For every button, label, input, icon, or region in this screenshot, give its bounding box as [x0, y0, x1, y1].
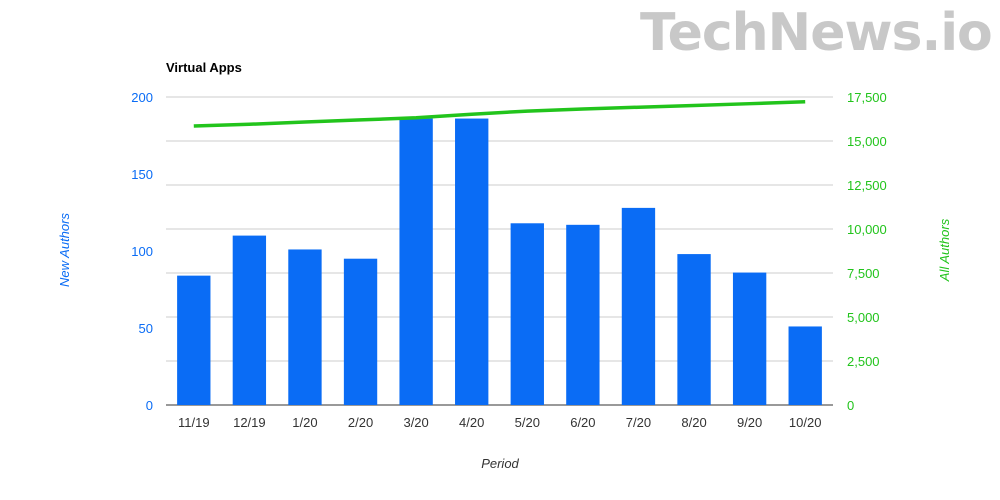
x-tick-label: 10/20	[789, 415, 822, 430]
bar	[677, 254, 711, 405]
bar	[288, 249, 322, 405]
x-tick-label: 5/20	[515, 415, 540, 430]
right-tick-label: 2,500	[847, 354, 880, 369]
right-tick-label: 5,000	[847, 310, 880, 325]
bar	[510, 223, 544, 405]
bar-series	[177, 118, 822, 405]
right-tick-label: 17,500	[847, 90, 887, 105]
x-tick-label: 12/19	[233, 415, 266, 430]
x-tick-label: 9/20	[737, 415, 762, 430]
right-tick-label: 7,500	[847, 266, 880, 281]
line-series	[193, 100, 806, 128]
left-tick-label: 150	[131, 167, 153, 182]
gridlines	[166, 96, 833, 406]
x-tick-label: 8/20	[681, 415, 706, 430]
bar	[732, 272, 767, 405]
left-axis-label: New Authors	[57, 213, 72, 287]
right-tick-label: 10,000	[847, 222, 887, 237]
left-tick-label: 100	[131, 244, 153, 259]
right-tick-label: 0	[847, 398, 854, 413]
left-axis-ticks: 0 50 100 150 200	[131, 90, 153, 413]
all-authors-line	[193, 100, 806, 128]
right-tick-label: 12,500	[847, 178, 887, 193]
x-tick-label: 2/20	[348, 415, 373, 430]
x-axis-ticks: 11/19 12/19 1/20 2/20 3/20 4/20 5/20 6/20 7/20 8/…	[178, 415, 821, 430]
right-axis-label: All Authors	[937, 218, 952, 282]
bar	[455, 118, 489, 405]
left-tick-label: 200	[131, 90, 153, 105]
left-tick-label: 50	[139, 321, 153, 336]
x-tick-label: 1/20	[292, 415, 317, 430]
bar	[621, 207, 656, 405]
left-tick-label: 0	[146, 398, 153, 413]
x-tick-label: 6/20	[570, 415, 595, 430]
x-axis-label: Period	[481, 456, 519, 471]
x-tick-label: 3/20	[403, 415, 428, 430]
chart-title: Virtual Apps	[166, 60, 242, 75]
bar	[343, 258, 378, 405]
bar	[788, 326, 822, 405]
right-axis-ticks: 0 2,500 5,000 7,500 10,000 12,500 15,000 17,500	[847, 90, 887, 413]
x-tick-label: 4/20	[459, 415, 484, 430]
x-tick-label: 11/19	[178, 415, 210, 430]
bar	[232, 235, 267, 405]
bar	[399, 118, 433, 405]
bar	[177, 275, 211, 405]
right-tick-label: 15,000	[847, 134, 887, 149]
x-tick-label: 7/20	[626, 415, 651, 430]
watermark-logo: TechNews.io	[640, 3, 992, 63]
bar	[566, 224, 600, 405]
